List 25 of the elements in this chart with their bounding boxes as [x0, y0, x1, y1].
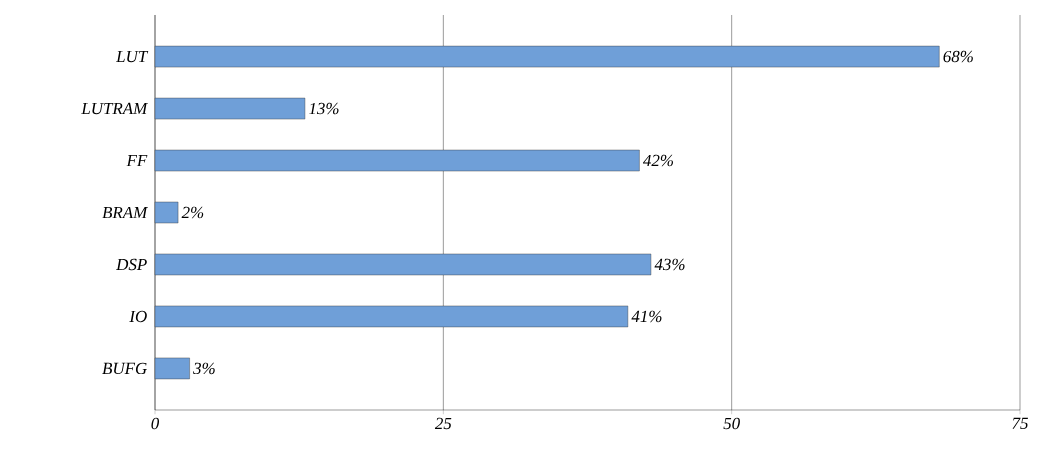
y-tick-label: LUTRAM: [81, 102, 149, 115]
y-tick-label: DSP: [116, 258, 147, 271]
y-tick-label: LUT: [115, 50, 149, 63]
bar: [154, 253, 652, 276]
bar: [154, 305, 629, 328]
bar: [154, 357, 190, 380]
bar: [154, 201, 179, 224]
y-tick-label: FF: [126, 154, 148, 167]
data-label: 3%: [193, 362, 215, 375]
bar: [154, 97, 306, 120]
data-label: 42%: [642, 154, 673, 167]
data-label: 2%: [181, 206, 204, 219]
y-tick-label: BRAM: [102, 206, 149, 219]
bar: [154, 149, 640, 172]
x-tick-label: 75: [1012, 417, 1028, 430]
x-tick-label: 0: [151, 417, 160, 430]
data-label: 41%: [631, 310, 662, 323]
data-label: 13%: [309, 102, 339, 115]
data-label: 68%: [943, 50, 973, 63]
x-tick-label: 25: [434, 417, 452, 430]
x-tick-label: 50: [723, 417, 740, 430]
y-tick-label: BUFG: [102, 362, 147, 375]
data-label: 43%: [654, 258, 685, 271]
y-tick-label: IO: [129, 310, 147, 323]
bar: [154, 45, 940, 68]
